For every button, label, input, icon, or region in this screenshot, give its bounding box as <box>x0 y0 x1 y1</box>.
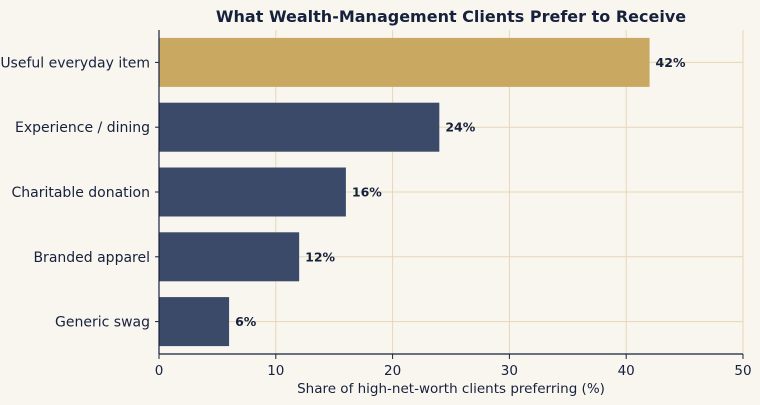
category-label: Experience / dining <box>15 120 150 136</box>
bar <box>159 102 440 152</box>
x-tick-label: 10 <box>267 363 284 379</box>
bar <box>159 297 230 347</box>
x-axis-label: Share of high-net-worth clients preferri… <box>297 381 605 397</box>
x-tick-label: 30 <box>501 363 518 379</box>
data-label: 42% <box>656 55 686 70</box>
category-label: Generic swag <box>55 315 150 331</box>
x-tick-label: 0 <box>155 363 164 379</box>
data-label: 12% <box>305 249 335 264</box>
chart-title: What Wealth-Management Clients Prefer to… <box>216 7 686 26</box>
category-label: Branded apparel <box>33 250 150 266</box>
data-label: 24% <box>445 120 475 135</box>
x-tick-label: 20 <box>384 363 401 379</box>
bars: 42% 24% 16% 12% 6% <box>159 37 686 347</box>
bar <box>159 167 346 217</box>
category-label: Charitable donation <box>11 185 150 201</box>
x-tick-label: 40 <box>618 363 635 379</box>
x-tick-label: 50 <box>734 363 751 379</box>
data-label: 6% <box>235 314 257 329</box>
data-label: 16% <box>352 185 382 200</box>
axes: Useful everyday item Experience / dining C… <box>0 30 752 379</box>
bar <box>159 37 650 87</box>
category-label: Useful everyday item <box>0 55 150 71</box>
bar <box>159 232 300 282</box>
